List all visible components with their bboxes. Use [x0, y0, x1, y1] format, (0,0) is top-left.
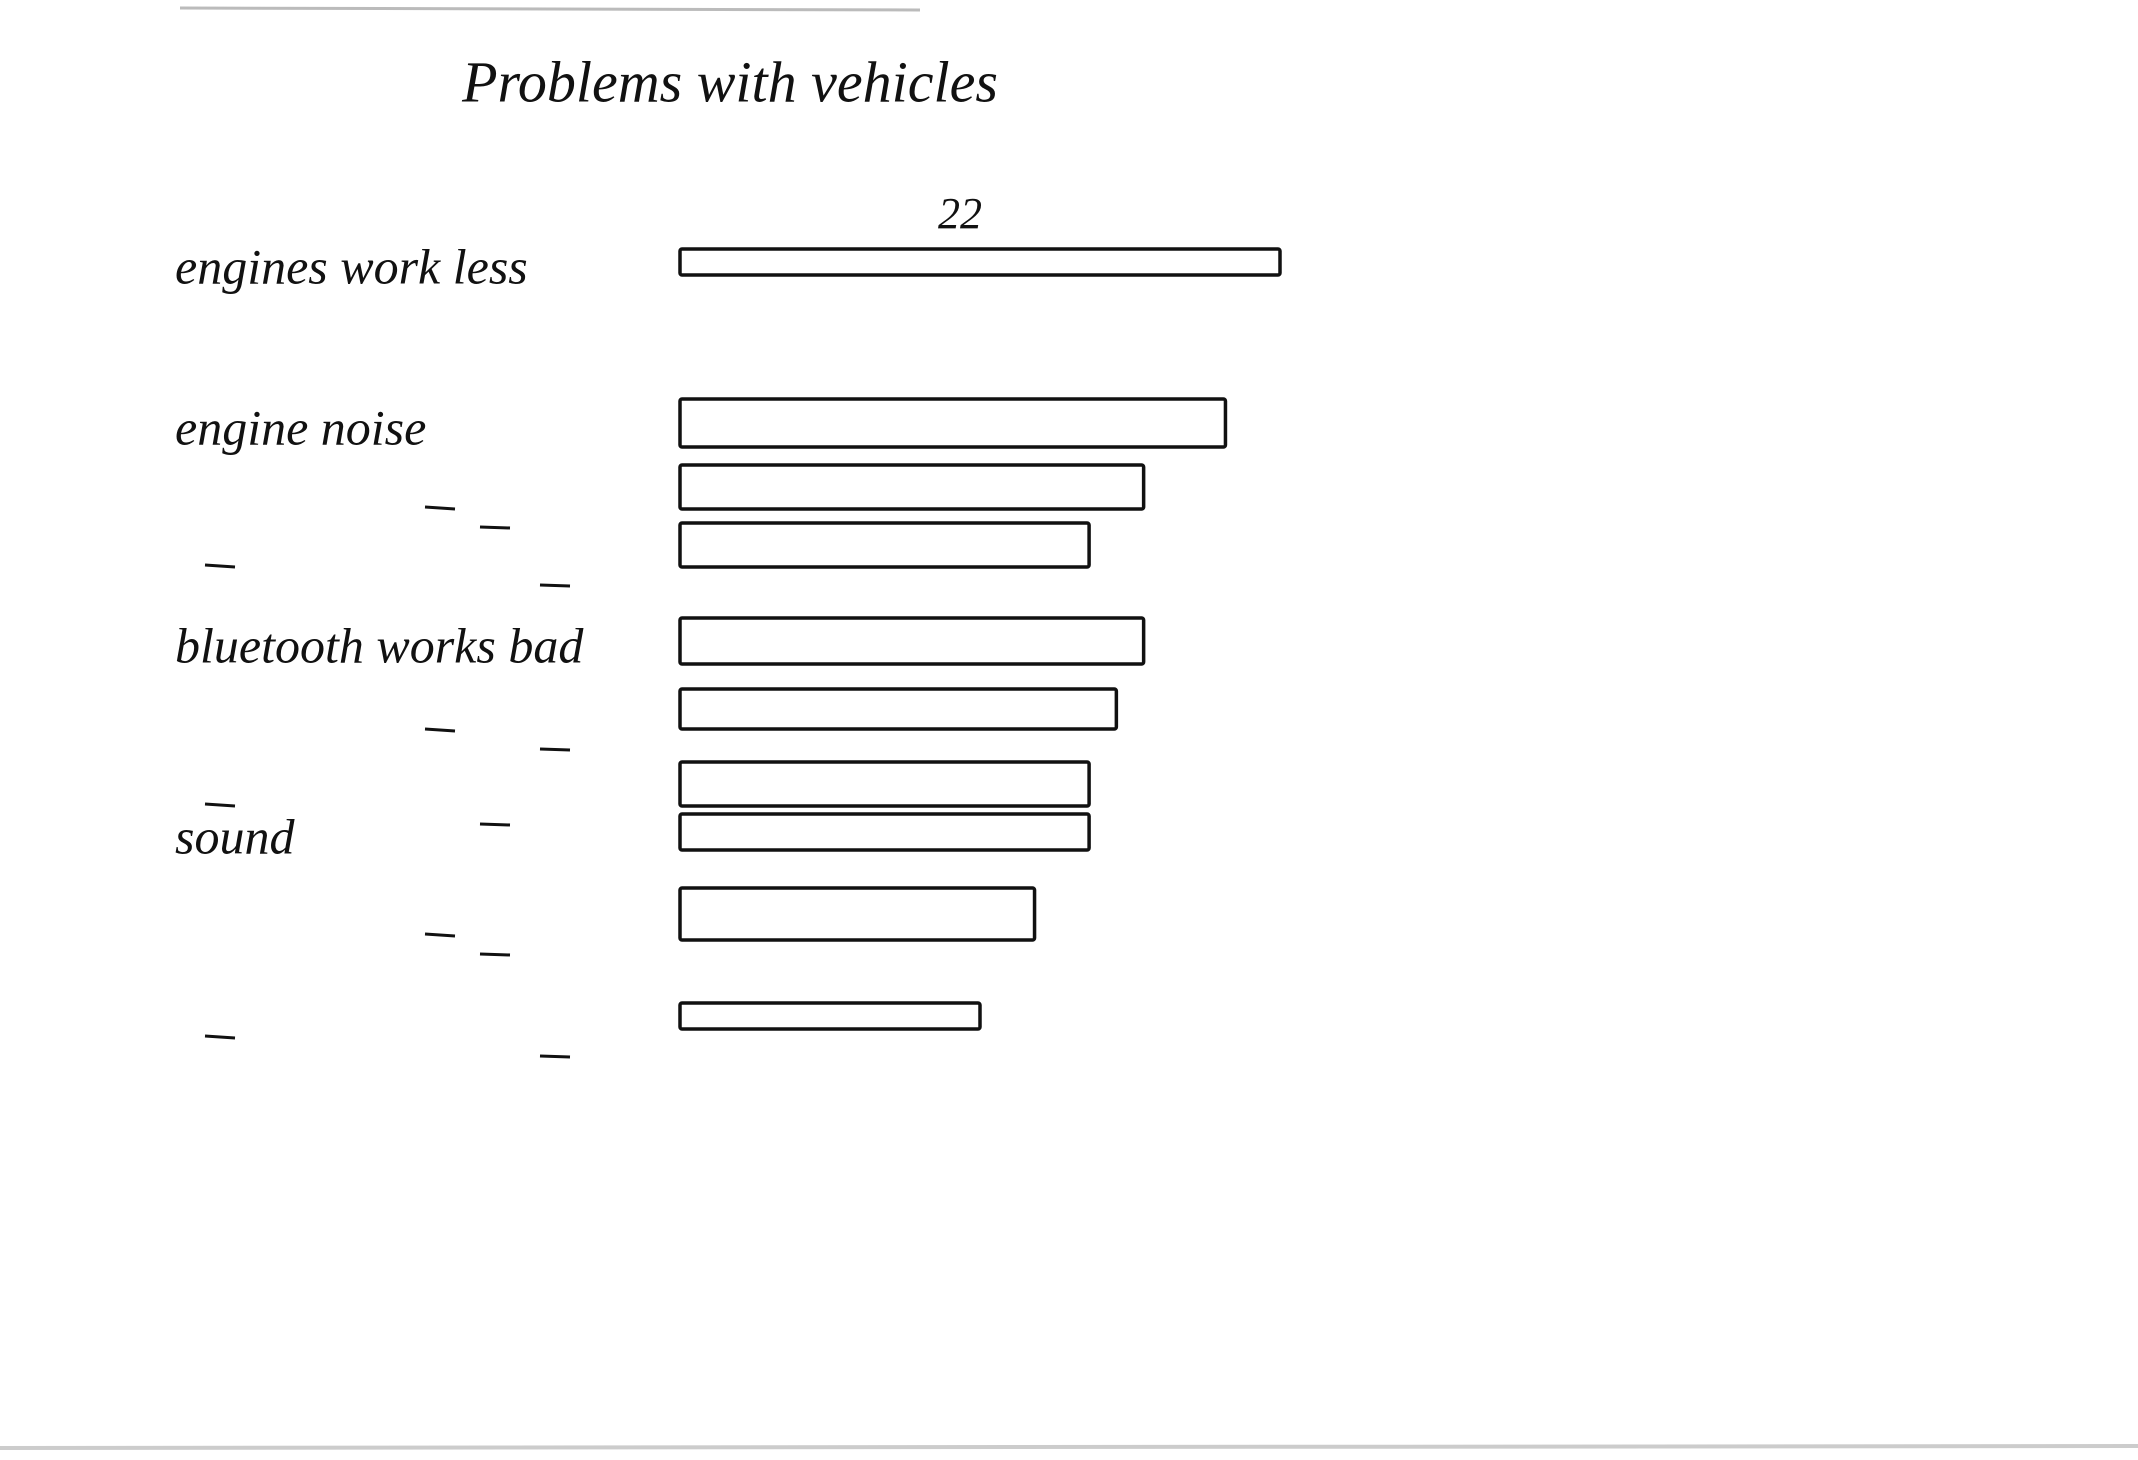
bar: [678, 616, 1146, 666]
label-dash: [479, 822, 511, 827]
paper-edge: [0, 1444, 2138, 1450]
label-dash: [424, 505, 456, 511]
y-tick-label: engine noise: [175, 399, 426, 455]
bar: [678, 247, 1282, 277]
label-dash: [479, 525, 511, 530]
y-tick-label: bluetooth works bad: [175, 617, 584, 673]
value-label: 22: [938, 189, 982, 238]
bar: [678, 463, 1146, 511]
bar: [678, 687, 1119, 731]
label-dash: [204, 802, 236, 808]
label-dash: [204, 563, 236, 569]
label-dash: [479, 952, 511, 957]
bar: [678, 521, 1091, 569]
bar: [678, 886, 1037, 942]
label-dash: [424, 727, 456, 733]
y-tick-label: engines work less: [175, 238, 528, 294]
bar: [678, 760, 1091, 808]
chart-title: Problems with vehicles: [461, 49, 998, 114]
bar: [678, 1001, 982, 1031]
label-dash: [539, 747, 571, 752]
label-dash: [539, 583, 571, 588]
y-tick-label: sound: [175, 808, 295, 864]
paper-edge: [179, 6, 921, 12]
label-dash: [539, 1054, 571, 1059]
label-dash: [424, 932, 456, 938]
label-dash: [204, 1034, 236, 1040]
bar: [678, 397, 1228, 449]
bar: [678, 812, 1091, 852]
